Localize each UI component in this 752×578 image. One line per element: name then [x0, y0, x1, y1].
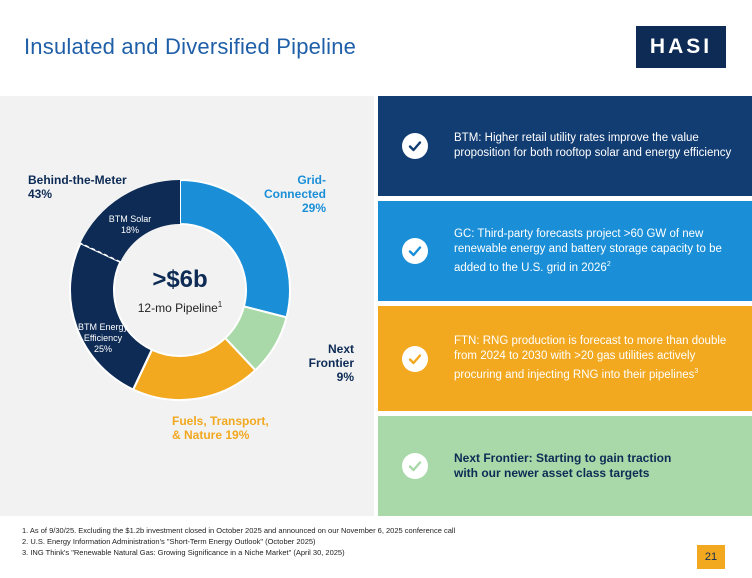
label-fuel-line2: & Nature 19% — [172, 428, 250, 442]
donut-slice-grid-connected — [179, 178, 291, 319]
card-ftn-sup: 3 — [694, 368, 699, 376]
label-btm-ee-pct: 25% — [93, 344, 112, 354]
donut-center — [115, 225, 245, 355]
label-nf-pct: 9% — [336, 370, 354, 384]
segment-separator-line — [132, 349, 153, 390]
center-label-text: 12-mo Pipeline — [137, 301, 218, 315]
check-icon — [402, 238, 428, 264]
card-ftn: FTN: RNG production is forecast to more … — [378, 306, 752, 411]
page-number: 21 — [697, 545, 725, 569]
page-title: Insulated and Diversified Pipeline — [24, 34, 357, 59]
label-gc-pct: 29% — [301, 201, 326, 215]
card-btm-text: BTM: Higher retail utility rates improve… — [454, 131, 736, 161]
label-btm-ee-line2: Efficiency — [83, 333, 123, 343]
card-nf-body: Next Frontier: Starting to gain traction… — [454, 451, 672, 480]
center-label-sup: 1 — [217, 300, 223, 309]
donut-slice-btm-solar — [80, 180, 180, 262]
label-grid-connected: Grid-Connected 29% — [240, 173, 326, 215]
label-nf-name: Next Frontier — [308, 342, 354, 370]
card-btm-body: BTM: Higher retail utility rates improve… — [454, 132, 732, 159]
check-icon — [402, 345, 428, 372]
card-gc: GC: Third-party forecasts project >60 GW… — [378, 201, 752, 301]
donut-slice-btm-energy-efficiency — [69, 241, 154, 391]
card-nf-text: Next Frontier: Starting to gain traction… — [454, 451, 682, 481]
card-gc-text: GC: Third-party forecasts project >60 GW… — [454, 227, 736, 276]
label-btm-ee: BTM Energy Efficiency 25% — [73, 322, 133, 355]
label-btm-solar-pct: 18% — [120, 225, 139, 235]
label-fuels: Fuels, Transport, & Nature 19% — [172, 414, 292, 442]
card-ftn-body: FTN: RNG production is forecast to more … — [454, 335, 727, 381]
btm-divider-line — [80, 242, 121, 263]
label-btm-name: Behind-the-Meter — [28, 173, 127, 187]
label-btm-solar-name: BTM Solar — [108, 214, 152, 224]
label-btm-ee-line1: BTM Energy — [77, 322, 128, 332]
footnote-1: 1. As of 9/30/25. Excluding the $1.2b in… — [22, 526, 456, 535]
footnote-2: 2. U.S. Energy Information Administratio… — [22, 537, 316, 546]
label-fuel-line1: Fuels, Transport, — [172, 414, 269, 428]
card-btm: BTM: Higher retail utility rates improve… — [378, 96, 752, 196]
label-next-frontier: Next Frontier 9% — [282, 342, 354, 384]
label-btm-pct: 43% — [28, 187, 53, 201]
footnote-3: 3. ING Think's "Renewable Natural Gas: G… — [22, 548, 345, 557]
donut-chart — [69, 178, 291, 401]
check-icon — [402, 453, 428, 479]
card-ftn-text: FTN: RNG production is forecast to more … — [454, 334, 736, 383]
label-behind-the-meter: Behind-the-Meter 43% — [28, 173, 127, 201]
card-next-frontier: Next Frontier: Starting to gain traction… — [378, 416, 752, 516]
hasi-logo: HASI — [636, 26, 726, 68]
card-gc-body: GC: Third-party forecasts project >60 GW… — [454, 227, 722, 274]
footnotes: 1. As of 9/30/25. Excluding the $1.2b in… — [22, 525, 455, 558]
check-icon — [402, 133, 428, 159]
donut-panel: Behind-the-Meter 43% Grid-Connected 29% … — [0, 96, 374, 516]
card-gc-sup: 2 — [606, 260, 611, 268]
label-btm-solar: BTM Solar 18% — [98, 214, 162, 236]
center-label: 12-mo Pipeline1 — [113, 300, 247, 315]
label-gc-name: Grid-Connected — [263, 173, 326, 201]
center-value: >$6b — [152, 266, 208, 293]
